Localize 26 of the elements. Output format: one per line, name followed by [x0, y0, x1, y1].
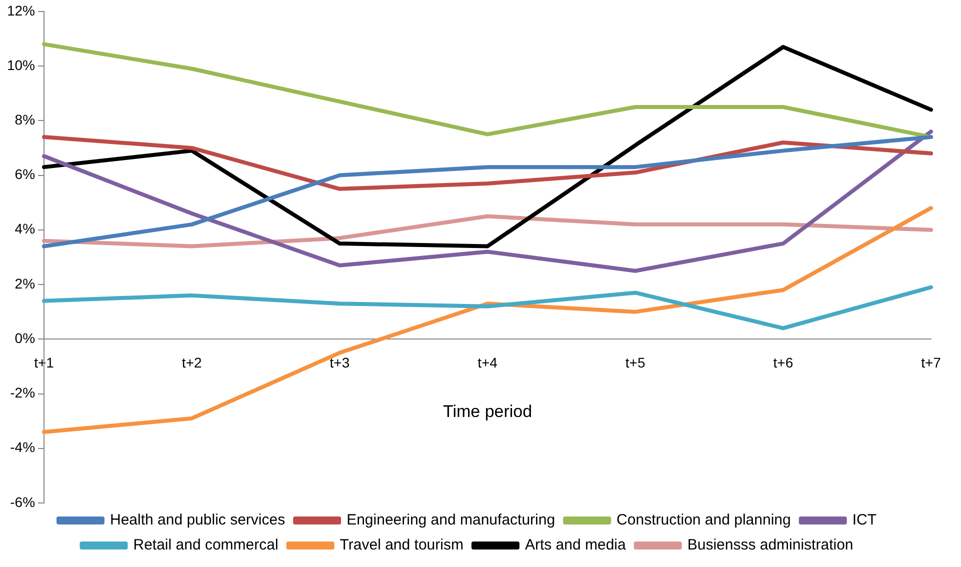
y-tick-label: 8%: [14, 112, 36, 128]
x-tick-label: t+5: [625, 354, 646, 370]
legend-label: Arts and media: [524, 536, 626, 554]
x-tick-label: t+3: [330, 354, 350, 370]
x-tick-label: t+2: [182, 354, 202, 370]
legend-label: Travel and tourism: [340, 536, 464, 554]
legend-label: Engineering and manufacturing: [346, 512, 556, 529]
x-axis-title: Time period: [442, 402, 532, 421]
y-tick-label: 0%: [14, 330, 36, 346]
y-tick-label: 12%: [6, 2, 36, 18]
y-tick-label: -4%: [10, 439, 36, 456]
legend-label: Busiensss administration: [687, 536, 854, 554]
x-tick-label: t+4: [478, 354, 498, 370]
legend-label: Retail and commercal: [133, 536, 278, 554]
y-tick-label: 2%: [14, 275, 36, 292]
y-tick-label: -2%: [10, 384, 36, 401]
x-tick-label: t+1: [34, 354, 54, 370]
x-tick-label: t+6: [773, 354, 794, 370]
y-tick-label: -6%: [10, 494, 36, 510]
y-tick-label: 4%: [14, 220, 36, 237]
legend-label: Construction and planning: [616, 512, 791, 529]
legend-label: Health and public services: [110, 512, 286, 529]
y-tick-label: 6%: [14, 166, 36, 182]
legend-label: ICT: [852, 512, 877, 529]
y-tick-label: 10%: [6, 56, 36, 73]
x-tick-label: t+7: [921, 354, 942, 370]
